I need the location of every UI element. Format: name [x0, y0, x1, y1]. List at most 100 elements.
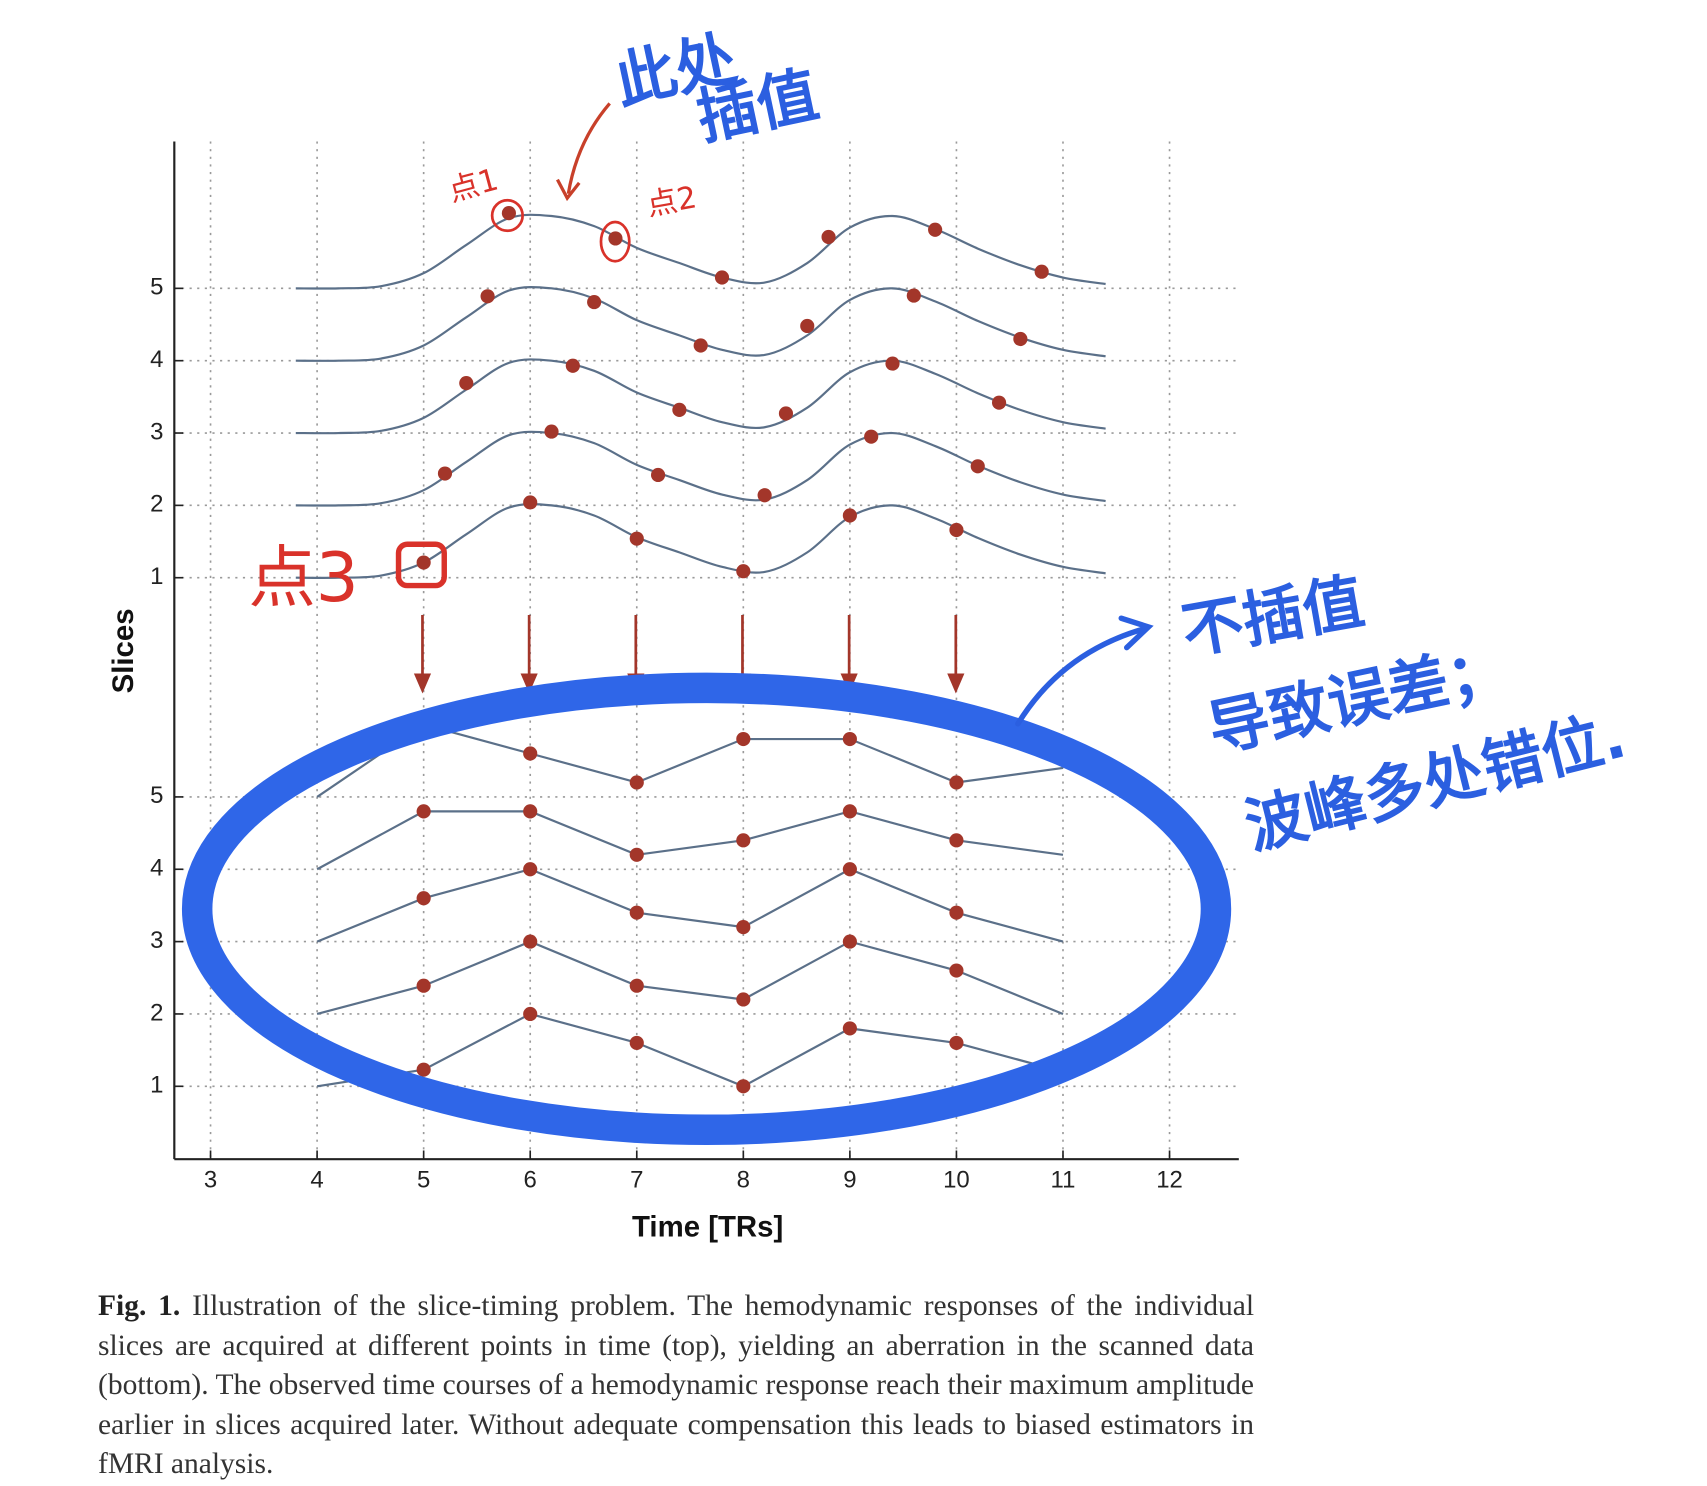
sample-point: [906, 288, 921, 303]
sample-point: [800, 318, 815, 334]
data-point: [416, 891, 431, 906]
y-tick-label: 3: [150, 927, 163, 954]
sample-point: [885, 356, 900, 371]
x-tick-label: 11: [1051, 1166, 1076, 1193]
x-tick-label: 5: [417, 1166, 430, 1193]
series-line: [316, 1012, 1064, 1088]
sample-point: [693, 338, 708, 353]
data-point: [523, 1006, 538, 1022]
annotation: 点2: [644, 180, 699, 223]
data-point: [523, 934, 538, 949]
sample-point: [459, 376, 474, 391]
circle-mark: [490, 198, 524, 233]
data-point: [736, 1079, 751, 1094]
series-line: [316, 810, 1064, 871]
sample-point: [949, 522, 964, 538]
x-axis-label: Time [TRs]: [632, 1210, 783, 1243]
handwriting: 此处 插值 点1 点2 点3 不插值 导致误差； 波峰多处错位.: [181, 23, 1633, 1146]
sample-point: [523, 495, 538, 510]
data-point: [842, 1021, 857, 1036]
series-line: [316, 868, 1064, 943]
sample-point: [970, 459, 985, 474]
sample-point: [778, 406, 794, 421]
sample-point: [651, 467, 666, 483]
figure-caption: Fig. 1. Illustration of the slice-timing…: [98, 1287, 1254, 1485]
sample-point: [437, 466, 453, 481]
sample-point: [1034, 264, 1049, 279]
data-point: [736, 992, 751, 1007]
sample-point: [864, 429, 879, 444]
data-point: [842, 934, 857, 949]
y-tick-label: 2: [150, 491, 163, 518]
data-point: [629, 775, 644, 790]
data-point: [949, 963, 964, 978]
y-tick-label: 1: [150, 563, 163, 590]
data-point: [842, 731, 857, 747]
box-mark: [395, 541, 447, 589]
x-tick-label: 9: [843, 1166, 856, 1193]
data-point: [736, 833, 751, 848]
data-point: [416, 978, 431, 993]
data-point: [416, 1062, 431, 1077]
x-tick-label: 3: [204, 1166, 217, 1193]
data-point: [949, 1035, 964, 1050]
sample-point: [416, 555, 431, 570]
y-tick-label: 3: [150, 418, 163, 445]
annotation: 点3: [248, 538, 358, 617]
y-tick-label: 1: [150, 1072, 163, 1099]
circle-mark: [599, 220, 631, 263]
x-tick-label: 7: [630, 1166, 643, 1193]
y-tick-label: 5: [150, 782, 163, 809]
sample-point: [608, 231, 623, 246]
blue-arrow: [1015, 626, 1146, 727]
data-point: [629, 978, 644, 993]
sample-point: [565, 358, 580, 373]
sample-point: [629, 531, 644, 546]
highlight-ellipse: [181, 672, 1232, 1146]
plot-area: [295, 206, 1106, 1094]
sample-point: [991, 395, 1007, 410]
series-line: [295, 213, 1106, 290]
sample-point: [757, 488, 772, 503]
sample-point: [821, 229, 836, 245]
x-tick-label: 6: [524, 1166, 537, 1193]
sample-point: [480, 289, 495, 304]
data-point: [523, 804, 538, 819]
series-line: [316, 940, 1064, 1016]
data-point: [949, 775, 964, 790]
data-point: [629, 1035, 644, 1050]
y-tick-label: 2: [150, 999, 163, 1026]
sample-point: [1013, 331, 1028, 347]
caption-text: Illustration of the slice-timing problem…: [98, 1290, 1255, 1481]
y-tick-label: 5: [150, 274, 163, 301]
data-point: [736, 731, 751, 747]
red-arrow: [566, 102, 611, 195]
sample-point: [714, 270, 730, 285]
data-point: [416, 804, 431, 819]
data-point: [629, 847, 644, 862]
sample-point: [842, 508, 857, 523]
data-point: [842, 862, 857, 877]
data-point: [949, 905, 964, 920]
data-point: [523, 862, 538, 877]
sample-point: [501, 206, 516, 221]
x-tick-label: 10: [943, 1166, 970, 1193]
y-tick-label: 4: [150, 855, 163, 882]
sample-point: [928, 222, 943, 237]
annotation: 不插值: [1177, 566, 1369, 668]
sample-point: [672, 402, 687, 417]
sample-point: [544, 424, 559, 439]
blue-arrowhead: [1118, 615, 1154, 651]
sample-point: [736, 564, 751, 579]
data-point: [842, 804, 857, 819]
series-line: [295, 503, 1106, 579]
sample-point: [587, 295, 602, 310]
y-axis-label: Slices: [107, 608, 140, 693]
y-tick-label: 4: [150, 346, 163, 373]
data-point: [949, 833, 964, 848]
data-point: [523, 746, 538, 761]
red-arrowhead: [556, 178, 581, 202]
